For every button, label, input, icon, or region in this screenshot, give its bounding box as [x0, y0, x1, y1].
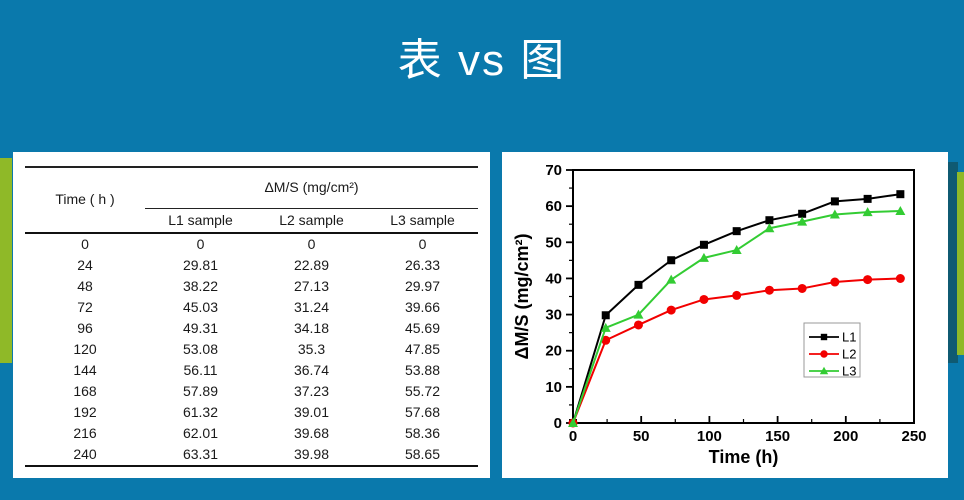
table-cell: 29.97 [404, 277, 441, 294]
table-cell: 39.98 [256, 444, 367, 467]
svg-text:70: 70 [545, 162, 562, 179]
left-accent-stripe [0, 158, 12, 363]
table-cell: 36.74 [293, 361, 330, 378]
table-cell: 63.31 [145, 444, 256, 467]
svg-text:30: 30 [545, 307, 562, 324]
svg-text:0: 0 [554, 415, 562, 432]
table-cell: 58.36 [404, 424, 441, 441]
table-row: 0 0 0 0 [25, 233, 478, 255]
x-axis-title: Time (h) [709, 447, 779, 467]
table-cell: 0 [307, 235, 316, 252]
table-row: 240 63.31 39.98 58.65 [25, 444, 478, 467]
table-row: 120 53.08 35.3 47.85 [25, 339, 478, 360]
table-row: 72 45.03 31.24 39.66 [25, 297, 478, 318]
table-cell: 61.32 [182, 403, 219, 420]
table-header-group: ΔM/S (mg/cm²) [145, 166, 478, 209]
table-cell: 57.68 [404, 403, 441, 420]
x-axis: 0 50 100 150 200 250 [569, 416, 927, 445]
table-cell: 72 [77, 298, 93, 315]
table-cell: 29.81 [182, 256, 219, 273]
svg-text:250: 250 [901, 428, 926, 445]
table-cell: 39.68 [293, 424, 330, 441]
table-cell: 45.03 [182, 298, 219, 315]
table-cell: 0 [196, 235, 205, 252]
svg-text:100: 100 [697, 428, 722, 445]
table-cell: 168 [73, 382, 97, 399]
table-cell: 0 [418, 235, 427, 252]
table-cell: 144 [73, 361, 97, 378]
table-row: 24 29.81 22.89 26.33 [25, 255, 478, 276]
data-table: Time ( h ) ΔM/S (mg/cm²) L1 sample L2 sam… [25, 166, 478, 467]
table-cell: 39.66 [404, 298, 441, 315]
table-subheader-col1: L1 sample [145, 208, 256, 234]
table-cell: 24 [77, 256, 93, 273]
series-L1 [569, 190, 905, 427]
table-subheader-row: L1 sample L2 sample L3 sample [25, 208, 478, 234]
chart-axes [572, 169, 915, 424]
table-cell: 27.13 [293, 277, 330, 294]
table-row: 168 57.89 37.23 55.72 [25, 381, 478, 402]
table-cell: 62.01 [182, 424, 219, 441]
table-cell: 26.33 [404, 256, 441, 273]
table-cell: 53.08 [182, 340, 219, 357]
table-cell: 120 [73, 340, 97, 357]
table-cell: 96 [77, 319, 93, 336]
svg-text:200: 200 [833, 428, 858, 445]
table-cell: 192 [73, 403, 97, 420]
table-cell: 240 [25, 444, 145, 467]
right-olive-accent-stripe [957, 172, 964, 355]
chart-panel: 0 50 100 150 200 250 0 10 20 30 40 50 60 70 L1 L2 L3 Time… [502, 152, 948, 478]
svg-text:150: 150 [765, 428, 790, 445]
table-cell: 22.89 [293, 256, 330, 273]
table-cell: 38.22 [182, 277, 219, 294]
slide-title: 表 vs 图 [397, 36, 567, 85]
table-cell: 48 [77, 277, 93, 294]
legend-label-L3: L3 [842, 364, 856, 379]
table-header-time: Time ( h ) [25, 166, 145, 234]
table-row: 48 38.22 27.13 29.97 [25, 276, 478, 297]
table-cell: 45.69 [404, 319, 441, 336]
table-cell: 57.89 [182, 382, 219, 399]
table-cell: 0 [81, 235, 89, 252]
table-cell: 56.11 [183, 361, 218, 378]
svg-text:10: 10 [545, 379, 562, 396]
legend-label-L2: L2 [842, 347, 856, 362]
data-table-panel: Time ( h ) ΔM/S (mg/cm²) L1 sample L2 sam… [13, 152, 490, 478]
table-subheader-col3: L3 sample [367, 208, 478, 234]
table-cell: 53.88 [404, 361, 441, 378]
y-axis-title: ΔM/S (mg/cm²) [512, 234, 532, 360]
table-row: 144 56.11 36.74 53.88 [25, 360, 478, 381]
table-cell: 34.18 [293, 319, 330, 336]
table-cell: 35.3 [297, 340, 326, 357]
legend-label-L1: L1 [842, 330, 856, 345]
table-cell: 55.72 [404, 382, 441, 399]
svg-text:50: 50 [545, 234, 562, 251]
y-axis: 0 10 20 30 40 50 60 70 [545, 162, 573, 432]
svg-text:50: 50 [633, 428, 650, 445]
svg-text:0: 0 [569, 428, 577, 445]
line-chart: 0 50 100 150 200 250 0 10 20 30 40 50 60 70 L1 L2 L3 Time… [512, 162, 927, 467]
table-row: 96 49.31 34.18 45.69 [25, 318, 478, 339]
table-cell: 216 [73, 424, 97, 441]
table-subheader-col2: L2 sample [256, 208, 367, 234]
chart-legend: L1 L2 L3 [803, 322, 861, 379]
svg-text:60: 60 [545, 198, 562, 215]
table-cell: 39.01 [293, 403, 330, 420]
table-row: 216 62.01 39.68 58.36 [25, 423, 478, 444]
table-row: 192 61.32 39.01 57.68 [25, 402, 478, 423]
svg-text:40: 40 [545, 270, 562, 287]
table-body: 0 0 0 0 24 29.81 22.89 26.33 48 38.22 27.13 29.97 72… [25, 233, 478, 467]
table-cell: 47.85 [404, 340, 441, 357]
table-cell: 49.31 [182, 319, 219, 336]
table-cell: 31.24 [293, 298, 330, 315]
svg-text:20: 20 [545, 343, 562, 360]
table-cell: 37.23 [293, 382, 330, 399]
table-cell: 58.65 [367, 444, 478, 467]
series-L3 [568, 206, 906, 427]
series-L2 [568, 274, 905, 428]
right-dark-accent-stripe [948, 162, 958, 363]
